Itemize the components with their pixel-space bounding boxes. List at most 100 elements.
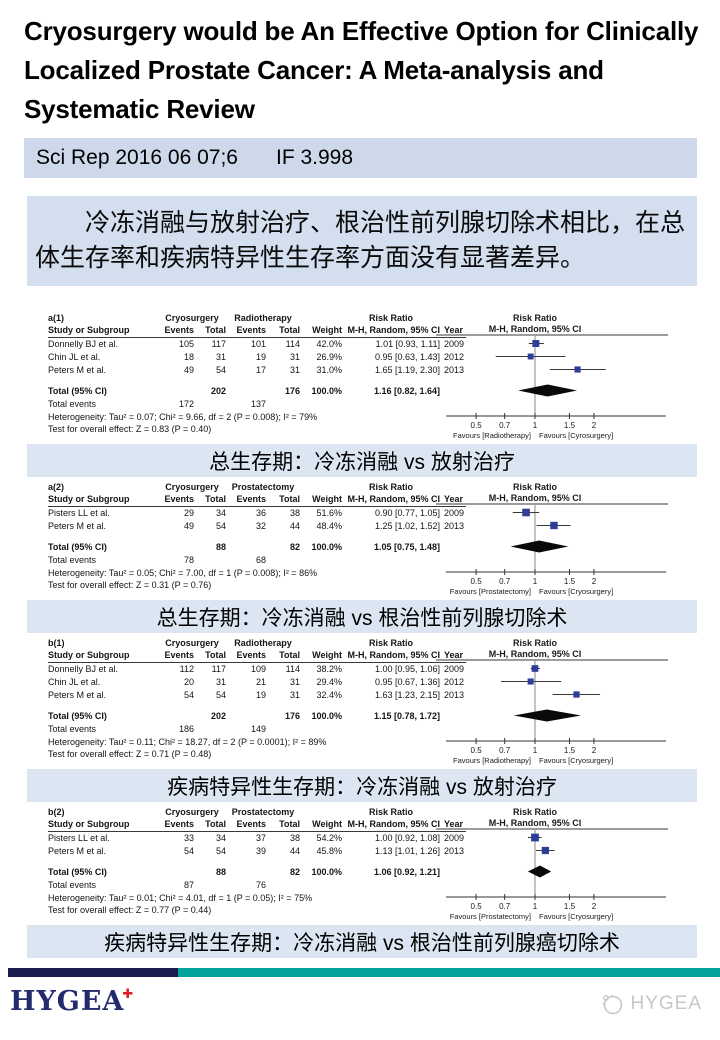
favours-left-label: Favours [Radiotherapy] xyxy=(453,756,531,765)
column-header: Total xyxy=(266,493,300,507)
ci-value: 0.90 [0.77, 1.05] xyxy=(374,508,440,518)
group-header-row: a(1) Cryosurgery Radiotherapy Risk Ratio xyxy=(48,312,466,324)
empty-cell xyxy=(342,398,440,411)
axis-tick-label: 1 xyxy=(533,421,538,430)
axis-tick-label: 1.5 xyxy=(564,902,576,911)
risk-ratio-column-header: Risk Ratio xyxy=(368,638,413,648)
overall-effect-note: Test for overall effect: Z = 0.77 (P = 0… xyxy=(48,905,212,915)
axis-tick-label: 0.7 xyxy=(499,421,511,430)
empty-cell xyxy=(226,710,266,723)
year-value: 2013 xyxy=(444,365,465,375)
spacer-cell xyxy=(48,858,466,866)
total-label: Total (95% CI) xyxy=(48,542,107,552)
total2-value: 44 xyxy=(289,846,300,856)
column-header: Study or Subgroup xyxy=(48,493,158,507)
year-value: 2009 xyxy=(444,339,465,349)
overall-effect-note: Test for overall effect: Z = 0.71 (P = 0… xyxy=(48,749,212,759)
column-header: Weight xyxy=(300,493,342,507)
total-row: Total (95% CI) 202 176 100.0% 1.15 [0.78, 1.… xyxy=(48,710,466,723)
axis-tick-label: 0.7 xyxy=(499,577,511,586)
total1-sum: 88 xyxy=(215,867,226,877)
column-header: Events xyxy=(226,493,266,507)
column-header-row: Study or Subgroup Events Total Events Total W… xyxy=(48,493,466,507)
total-events1: 186 xyxy=(178,724,194,734)
total-events-label: Total events xyxy=(48,555,97,565)
heterogeneity-note: Heterogeneity: Tau² = 0.11; Chi² = 18.27… xyxy=(48,737,327,747)
total-events-row: Total events 78 68 xyxy=(48,554,466,567)
empty-cell xyxy=(266,879,300,892)
study-row: Peters M et al. 54 54 19 31 32.4% 1.63 [1.23, … xyxy=(48,689,466,702)
column-header: M-H, Random, 95% CI xyxy=(342,493,440,507)
total-events2: 137 xyxy=(250,399,266,409)
hygea-logo: HYGEA✚ xyxy=(10,986,135,1017)
weight-value: 42.0% xyxy=(316,339,342,349)
total1-value: 117 xyxy=(211,664,226,674)
column-header: Weight xyxy=(300,649,342,663)
total-events-label: Total events xyxy=(48,724,97,734)
study-row: Chin JL et al. 18 31 19 31 26.9% 0.95 [0.63, 1… xyxy=(48,351,466,364)
total-ci-value: 1.16 [0.82, 1.64] xyxy=(373,386,440,396)
ci-graph-header: M-H, Random, 95% CI xyxy=(489,324,582,334)
empty-cell xyxy=(342,723,440,736)
total-weight: 100.0% xyxy=(311,711,342,721)
study-name: Peters M et al. xyxy=(48,521,107,531)
hygea-logo-text: HYGEA xyxy=(10,986,125,1017)
study-name: Pisters LL et al. xyxy=(48,508,110,518)
events1-value: 18 xyxy=(183,352,194,362)
axis-tick-label: 1.5 xyxy=(564,746,576,755)
axis-tick-label: 2 xyxy=(592,746,597,755)
forest-table-b(1): b(1) Cryosurgery Radiotherapy Risk Ratio Stu… xyxy=(48,637,466,736)
study-name: Chin JL et al. xyxy=(48,352,101,362)
empty-cell xyxy=(158,385,194,398)
group-header-row: b(2) Cryosurgery Prostatectomy Risk Ratio xyxy=(48,806,466,818)
events2-value: 32 xyxy=(255,521,266,531)
column-header: M-H, Random, 95% CI xyxy=(342,818,440,832)
column-header: Events xyxy=(158,493,194,507)
total1-value: 54 xyxy=(215,365,226,375)
favours-left-label: Favours [Prostatectomy] xyxy=(450,912,531,921)
total-ci-value: 1.15 [0.78, 1.72] xyxy=(373,711,440,721)
effect-square xyxy=(541,846,549,855)
empty-cell xyxy=(300,312,342,324)
caption-text: 疾病特异性生存期：冷冻消融 vs 根治性前列腺癌切除术 xyxy=(104,931,620,955)
axis-tick-label: 2 xyxy=(592,421,597,430)
total1-value: 34 xyxy=(215,508,226,518)
empty-cell xyxy=(300,879,342,892)
events2-value: 39 xyxy=(255,846,266,856)
total-events-row: Total events 172 137 xyxy=(48,398,466,411)
total1-value: 54 xyxy=(215,690,226,700)
effect-square xyxy=(531,833,539,842)
favours-right-label: Favours [Cryosurgery] xyxy=(539,912,613,921)
events1-value: 105 xyxy=(178,339,194,349)
axis-tick-label: 2 xyxy=(592,577,597,586)
caption-text: 总生存期：冷冻消融 vs 放射治疗 xyxy=(209,450,515,474)
group2-header: Prostatectomy xyxy=(231,807,295,817)
weight-value: 32.4% xyxy=(316,690,342,700)
column-header: Events xyxy=(226,818,266,832)
watermark: HYGEA xyxy=(600,992,702,1016)
effect-square xyxy=(531,665,539,672)
forest-table-a(2): a(2) Cryosurgery Prostatectomy Risk Ratio St… xyxy=(48,481,466,567)
events1-value: 49 xyxy=(183,521,194,531)
forest-plot-b(2): b(2) Cryosurgery Prostatectomy Risk Ratio St… xyxy=(48,806,670,921)
total2-sum: 176 xyxy=(284,711,300,721)
total-events2: 68 xyxy=(255,555,266,565)
ci-graph-header: M-H, Random, 95% CI xyxy=(489,493,582,503)
spacer-row xyxy=(48,702,466,710)
axis-tick-label: 1 xyxy=(533,902,538,911)
total-diamond xyxy=(510,540,569,553)
footer-bar-navy-segment xyxy=(8,968,178,977)
forest-plot-section-b(1): b(1) Cryosurgery Radiotherapy Risk Ratio Stu… xyxy=(0,637,720,802)
column-header: Events xyxy=(226,649,266,663)
plots-region: a(1) Cryosurgery Radiotherapy Risk Ratio Stu… xyxy=(0,312,720,958)
empty-cell xyxy=(266,398,300,411)
watermark-text: HYGEA xyxy=(630,993,702,1014)
effect-square xyxy=(527,678,534,685)
caption-text: 疾病特异性生存期：冷冻消融 vs 放射治疗 xyxy=(167,775,557,799)
effect-square xyxy=(532,340,540,347)
total2-value: 114 xyxy=(285,664,300,674)
column-header-row: Study or Subgroup Events Total Events Total W… xyxy=(48,649,466,663)
spacer-row xyxy=(48,377,466,385)
journal-bar: Sci Rep 2016 06 07;6 IF 3.998 xyxy=(24,138,697,178)
